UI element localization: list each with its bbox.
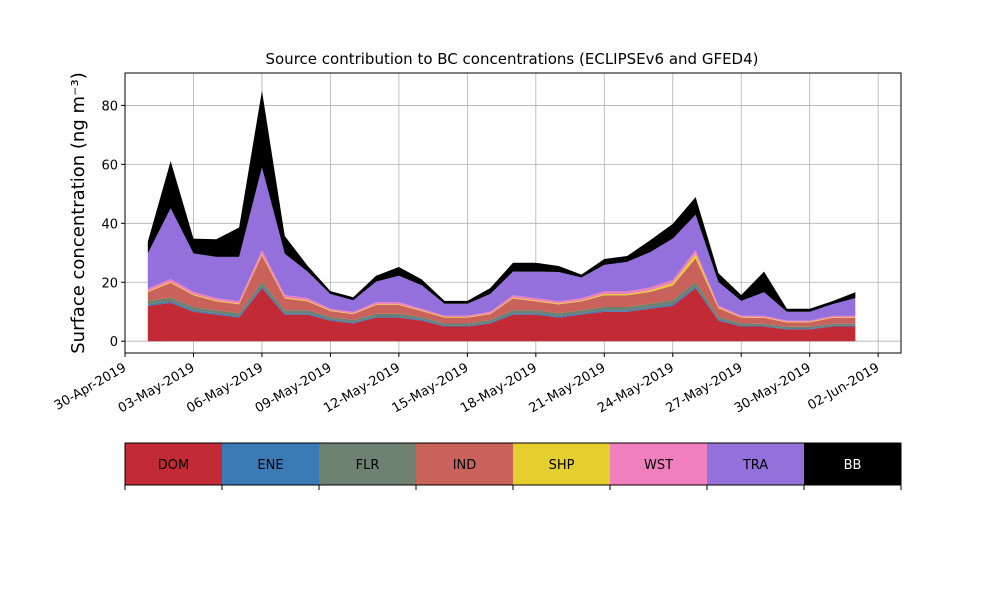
legend-label: ENE	[257, 458, 283, 473]
legend-swatch-tra	[707, 443, 804, 485]
legend-label: IND	[453, 458, 477, 473]
area-ene	[147, 286, 856, 330]
y-tick-label: 20	[101, 276, 118, 291]
y-tick-label: 40	[101, 217, 118, 232]
legend-label: SHP	[549, 458, 575, 473]
legend-swatch-ind	[416, 443, 513, 485]
legend-swatch-flr	[319, 443, 416, 485]
legend-label: WST	[644, 458, 673, 473]
legend-label: BB	[844, 458, 862, 473]
area-flr	[147, 281, 856, 329]
legend-swatch-bb	[804, 443, 901, 485]
legend-label: TRA	[742, 458, 768, 473]
x-tick-label: 21-May-2019	[527, 360, 609, 416]
x-tick-label: 02-Jun-2019	[805, 360, 882, 413]
plot-frame	[124, 72, 902, 354]
y-axis: 0 20 40 60 80	[101, 99, 125, 350]
area-dom	[147, 288, 856, 342]
y-tick-label: 0	[110, 335, 118, 350]
y-tick-label: 80	[101, 99, 118, 114]
legend-swatch-shp	[513, 443, 610, 485]
x-tick-label: 15-May-2019	[390, 360, 472, 416]
area-tra	[147, 167, 856, 321]
area-ind	[147, 255, 856, 327]
x-tick-label: 09-May-2019	[253, 360, 335, 416]
x-tick-label: 12-May-2019	[321, 360, 403, 416]
legend-label: FLR	[356, 458, 380, 473]
x-tick-label: 24-May-2019	[595, 360, 677, 416]
x-tick-label: 03-May-2019	[116, 360, 198, 416]
y-tick-label: 60	[101, 158, 118, 173]
x-tick-label: 30-May-2019	[732, 360, 814, 416]
y-axis-label: Surface concentration (ng m⁻³)	[68, 72, 89, 354]
chart-title: Source contribution to BC concentrations…	[265, 50, 758, 68]
x-tick-label: 27-May-2019	[664, 360, 746, 416]
stacked-areas	[147, 90, 856, 342]
legend-label: DOM	[158, 458, 189, 473]
legend-swatch-ene	[222, 443, 319, 485]
x-tick-label: 18-May-2019	[458, 360, 540, 416]
x-axis: 30-Apr-201903-May-201906-May-201909-May-…	[52, 353, 882, 416]
x-tick-label: 06-May-2019	[184, 360, 266, 416]
legend-swatch-dom	[125, 443, 222, 485]
legend: DOM ENE FLR IND SHP WST TRA BB	[124, 442, 902, 490]
legend-swatch-wst	[610, 443, 707, 485]
